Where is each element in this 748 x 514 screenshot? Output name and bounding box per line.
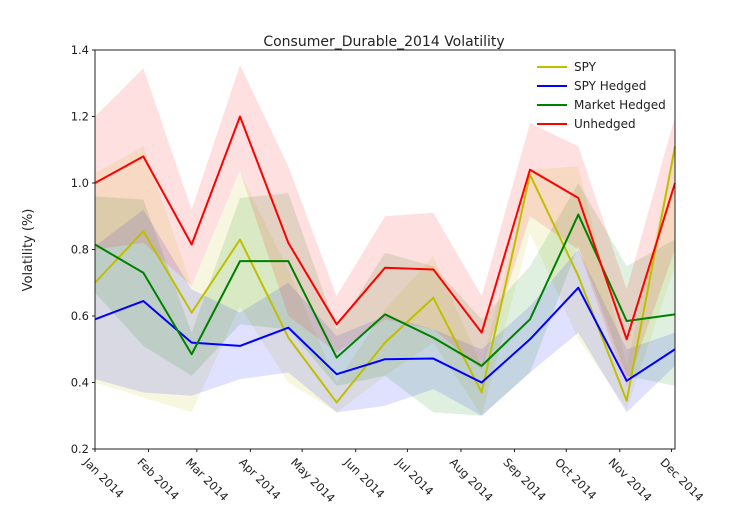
- y-axis-label: Volatility (%): [21, 209, 36, 292]
- y-tick-label: 1.4: [71, 43, 89, 57]
- x-tick-label: Jun 2014: [341, 455, 388, 502]
- x-tick-label: Aug 2014: [447, 455, 496, 504]
- chart-title: Consumer_Durable_2014 Volatility: [263, 34, 504, 50]
- x-tick-label: Sep 2014: [500, 455, 549, 504]
- legend-label: SPY: [574, 60, 597, 74]
- band: [95, 146, 675, 416]
- plot-frame: [94, 49, 676, 450]
- y-tick-label: 0.4: [71, 376, 89, 390]
- legend-label: Market Hedged: [574, 98, 666, 112]
- x-tick-label: Jan 2014: [80, 455, 126, 501]
- y-tick-label: 1.2: [71, 110, 89, 124]
- x-tick-label: Oct 2014: [552, 455, 599, 502]
- y-tick-label: 0.6: [71, 309, 89, 323]
- series-line: [94, 286, 676, 384]
- series-line: [94, 146, 676, 404]
- y-tick-label: 0.8: [71, 243, 89, 257]
- band: [95, 64, 675, 386]
- x-tick-label: Dec 2014: [657, 455, 706, 504]
- x-tick-label: Nov 2014: [606, 455, 655, 504]
- x-tick-label: Jul 2014: [393, 455, 437, 499]
- x-tick-label: Mar 2014: [183, 455, 232, 504]
- legend-label: SPY Hedged: [574, 79, 646, 93]
- legend-label: Unhedged: [574, 117, 636, 131]
- x-tick-label: Feb 2014: [134, 455, 182, 503]
- y-tick-label: 0.2: [71, 442, 89, 456]
- series-line: [94, 115, 676, 341]
- y-tick-label: 1.0: [71, 176, 89, 190]
- x-tick-label: Apr 2014: [236, 455, 283, 502]
- band: [95, 209, 675, 416]
- series-line: [94, 213, 676, 367]
- x-tick-label: May 2014: [288, 455, 338, 505]
